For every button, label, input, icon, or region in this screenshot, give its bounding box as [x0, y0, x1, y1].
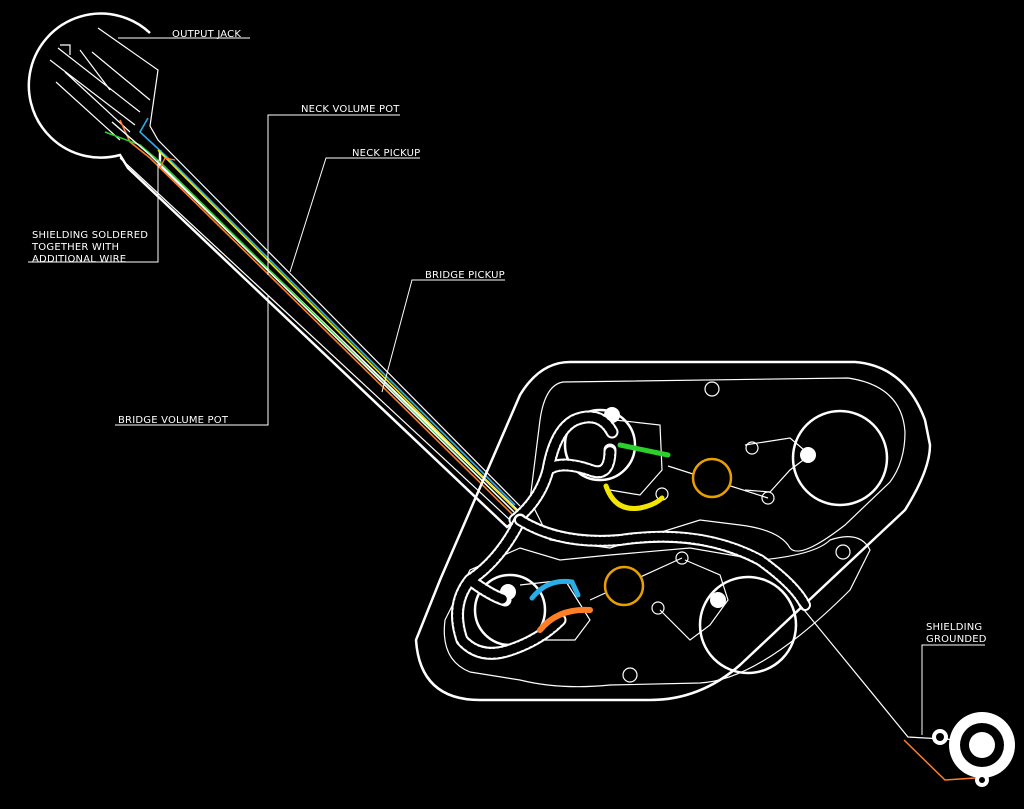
label-shielding-1: SHIELDING SOLDERED	[32, 230, 148, 241]
label-neck-volume-pot: NECK VOLUME POT	[301, 104, 400, 115]
screw-holes	[622, 381, 851, 683]
pot-top-right	[744, 409, 889, 507]
green-lead	[617, 442, 671, 458]
yellow-wire	[157, 149, 519, 513]
screw-hole	[704, 381, 720, 397]
capacitor-bottom	[603, 565, 645, 607]
label-grounded-2: GROUNDED	[926, 634, 987, 645]
label-bridge-pickup: BRIDGE PICKUP	[425, 270, 505, 281]
label-output-jack: OUTPUT JACK	[172, 29, 241, 40]
wire-bundle	[104, 117, 519, 515]
capacitors	[589, 457, 769, 607]
white-wire	[111, 121, 515, 513]
label-grounded-1: SHIELDING	[926, 622, 982, 633]
blue-lead	[529, 578, 581, 601]
shielding-splice	[159, 157, 176, 169]
leader-lines	[28, 37, 985, 735]
screw-hole	[622, 667, 638, 683]
output-jack-bottom	[932, 712, 1015, 787]
orange-wire	[119, 119, 513, 515]
pickup-leads	[529, 442, 671, 633]
capacitor-top	[691, 457, 733, 499]
labels: OUTPUT JACK NECK VOLUME POT NECK PICKUP …	[31, 29, 987, 645]
pot-bottom-right	[651, 551, 798, 675]
output-jack-cavity	[27, 12, 524, 529]
label-shielding-2: TOGETHER WITH	[31, 242, 119, 253]
blue-wire	[138, 117, 516, 506]
label-bridge-volume-pot: BRIDGE VOLUME POT	[118, 415, 229, 426]
label-neck-pickup: NECK PICKUP	[352, 148, 420, 159]
shielded-cables	[451, 410, 811, 660]
yellow-lead	[603, 483, 665, 512]
screw-hole	[835, 544, 851, 560]
green-wire	[104, 131, 513, 511]
control-cavity	[414, 360, 932, 702]
label-shielding-3: ADDITIONAL WIRE	[32, 254, 126, 265]
orange-lead	[537, 606, 593, 633]
output-jack-lugs	[49, 44, 151, 141]
